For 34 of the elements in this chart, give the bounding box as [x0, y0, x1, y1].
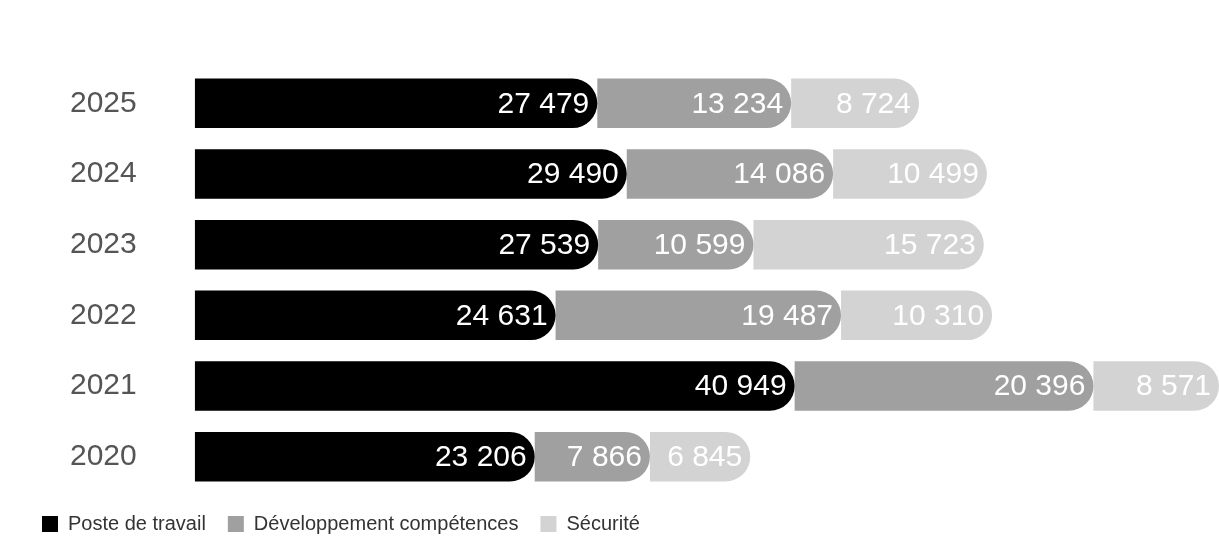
y-tick-label: 2021 — [69, 367, 137, 401]
bar — [194, 78, 598, 129]
data-label: 20 396 — [993, 368, 1086, 402]
bar — [794, 361, 1094, 411]
bar — [1093, 361, 1219, 411]
data-label: 40 949 — [694, 368, 787, 402]
y-tick-label: 2024 — [69, 155, 137, 189]
bar — [555, 290, 842, 341]
bar — [194, 290, 556, 341]
bar — [753, 219, 984, 270]
data-label: 7 866 — [566, 438, 642, 472]
legend-label: Poste de travail — [68, 511, 206, 534]
bar — [626, 149, 834, 199]
y-tick-label: 2025 — [69, 84, 137, 118]
bar — [597, 78, 792, 129]
bar — [194, 431, 535, 482]
y-tick-label: 2020 — [69, 437, 137, 471]
data-label: 13 234 — [691, 85, 784, 119]
data-label: 14 086 — [733, 156, 826, 190]
data-label: 19 487 — [741, 297, 834, 331]
data-label: 24 631 — [455, 297, 548, 331]
data-label: 29 490 — [527, 156, 619, 190]
data-label: 23 206 — [434, 438, 527, 472]
y-tick-label: 2023 — [69, 225, 137, 259]
data-label: 27 539 — [498, 226, 591, 260]
legend-label: Sécurité — [566, 511, 640, 534]
bar — [194, 219, 599, 270]
bar — [194, 149, 627, 199]
data-label: 10 599 — [653, 226, 746, 260]
bar — [833, 149, 987, 199]
legend-label: Développement compétences — [253, 511, 519, 534]
y-tick-label: 2022 — [69, 296, 137, 330]
bar — [194, 361, 795, 411]
data-label: 27 479 — [497, 85, 590, 119]
